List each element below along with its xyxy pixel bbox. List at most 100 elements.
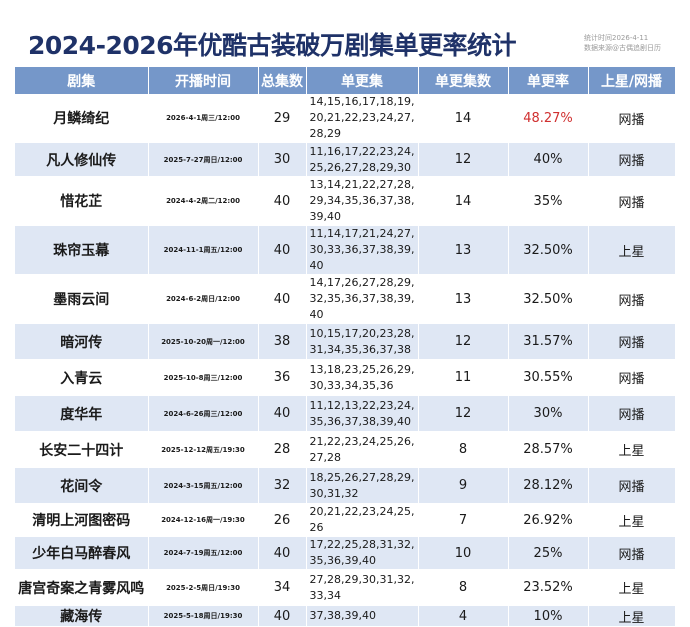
air-date: 2024-7-19周五/12:00 bbox=[148, 536, 259, 570]
platform: 网播 bbox=[588, 395, 676, 432]
header-cell: 上星/网播 bbox=[588, 67, 676, 94]
single-update-count: 7 bbox=[418, 503, 509, 537]
platform: 网播 bbox=[588, 274, 676, 324]
series-name: 珠帘玉幕 bbox=[15, 225, 149, 275]
series-name: 藏海传 bbox=[15, 605, 149, 627]
single-update-episodes: 37,38,39,40 bbox=[306, 605, 419, 627]
table-row: 唐宫奇案之青雾风鸣 2025-2-5周日/19:30 34 27,28,29,30,3… bbox=[15, 569, 676, 606]
header-cell: 开播时间 bbox=[148, 67, 259, 94]
series-name: 惜花芷 bbox=[15, 176, 149, 226]
single-update-episodes: 11,16,17,22,23,24,25,26,27,28,29,30 bbox=[306, 142, 419, 177]
table-row: 暗河传 2025-10-20周一/12:00 38 10,15,17,20,23,28… bbox=[15, 323, 676, 360]
meta-note: 统计时间2026-4-11 数据来源@古偶追剧日历 bbox=[584, 33, 661, 53]
series-name: 入青云 bbox=[15, 359, 149, 396]
stats-table: 剧集 开播时间 总集数 单更集 单更集数 单更率 上星/网播 月鳞绮纪 2026-… bbox=[15, 67, 676, 627]
total-episodes: 36 bbox=[258, 359, 307, 396]
single-update-episodes: 11,14,17,21,24,27,30,33,36,37,38,39,40 bbox=[306, 225, 419, 275]
total-episodes: 40 bbox=[258, 176, 307, 226]
single-update-episodes: 17,22,25,28,31,32,35,36,39,40 bbox=[306, 536, 419, 570]
air-date: 2024-3-15周五/12:00 bbox=[148, 467, 259, 504]
single-update-count: 12 bbox=[418, 323, 509, 360]
header-cell: 单更集数 bbox=[418, 67, 509, 94]
platform: 网播 bbox=[588, 142, 676, 177]
table-row: 长安二十四计 2025-12-12周五/19:30 28 21,22,23,24,25… bbox=[15, 431, 676, 468]
header-row: 剧集 开播时间 总集数 单更集 单更集数 单更率 上星/网播 bbox=[15, 67, 676, 94]
series-name: 花间令 bbox=[15, 467, 149, 504]
table-row: 度华年 2024-6-26周三/12:00 40 11,12,13,22,23,24,… bbox=[15, 395, 676, 432]
single-update-count: 12 bbox=[418, 395, 509, 432]
single-update-episodes: 27,28,29,30,31,32,33,34 bbox=[306, 569, 419, 606]
platform: 上星 bbox=[588, 225, 676, 275]
table-row: 入青云 2025-10-8周三/12:00 36 13,18,23,25,26,29,… bbox=[15, 359, 676, 396]
table-row: 月鳞绮纪 2026-4-1周三/12:00 29 14,15,16,17,18,19,… bbox=[15, 94, 676, 143]
stat-time: 统计时间2026-4-11 bbox=[584, 34, 649, 42]
total-episodes: 30 bbox=[258, 142, 307, 177]
series-name: 长安二十四计 bbox=[15, 431, 149, 468]
air-date: 2025-5-18周日/19:30 bbox=[148, 605, 259, 627]
platform: 上星 bbox=[588, 503, 676, 537]
single-update-count: 13 bbox=[418, 225, 509, 275]
series-name: 度华年 bbox=[15, 395, 149, 432]
platform: 上星 bbox=[588, 569, 676, 606]
single-update-rate: 31.57% bbox=[508, 323, 589, 360]
single-update-count: 9 bbox=[418, 467, 509, 504]
single-update-episodes: 18,25,26,27,28,29,30,31,32 bbox=[306, 467, 419, 504]
single-update-episodes: 13,18,23,25,26,29,30,33,34,35,36 bbox=[306, 359, 419, 396]
header-cell: 单更率 bbox=[508, 67, 589, 94]
single-update-episodes: 10,15,17,20,23,28,31,34,35,36,37,38 bbox=[306, 323, 419, 360]
page-title: 2024-2026年优酷古装破万剧集单更率统计 bbox=[28, 31, 517, 60]
air-date: 2024-12-16周一/19:30 bbox=[148, 503, 259, 537]
header-cell: 单更集 bbox=[306, 67, 419, 94]
platform: 网播 bbox=[588, 467, 676, 504]
table-row: 少年白马醉春风 2024-7-19周五/12:00 40 17,22,25,28,31… bbox=[15, 536, 676, 570]
platform: 网播 bbox=[588, 323, 676, 360]
total-episodes: 40 bbox=[258, 395, 307, 432]
total-episodes: 26 bbox=[258, 503, 307, 537]
air-date: 2025-10-20周一/12:00 bbox=[148, 323, 259, 360]
single-update-rate: 10% bbox=[508, 605, 589, 627]
series-name: 清明上河图密码 bbox=[15, 503, 149, 537]
series-name: 月鳞绮纪 bbox=[15, 94, 149, 143]
single-update-rate: 32.50% bbox=[508, 225, 589, 275]
platform: 网播 bbox=[588, 94, 676, 143]
single-update-rate: 28.12% bbox=[508, 467, 589, 504]
air-date: 2025-7-27周日/12:00 bbox=[148, 142, 259, 177]
total-episodes: 38 bbox=[258, 323, 307, 360]
single-update-rate: 30% bbox=[508, 395, 589, 432]
table-row: 珠帘玉幕 2024-11-1周五/12:00 40 11,14,17,21,24,27… bbox=[15, 225, 676, 275]
single-update-rate: 32.50% bbox=[508, 274, 589, 324]
single-update-count: 8 bbox=[418, 569, 509, 606]
air-date: 2024-6-26周三/12:00 bbox=[148, 395, 259, 432]
total-episodes: 40 bbox=[258, 605, 307, 627]
single-update-rate: 35% bbox=[508, 176, 589, 226]
single-update-episodes: 11,12,13,22,23,24,35,36,37,38,39,40 bbox=[306, 395, 419, 432]
single-update-rate: 28.57% bbox=[508, 431, 589, 468]
single-update-episodes: 14,15,16,17,18,19,20,21,22,23,24,27,28,2… bbox=[306, 94, 419, 143]
platform: 网播 bbox=[588, 536, 676, 570]
single-update-episodes: 20,21,22,23,24,25,26 bbox=[306, 503, 419, 537]
air-date: 2025-2-5周日/19:30 bbox=[148, 569, 259, 606]
single-update-count: 4 bbox=[418, 605, 509, 627]
air-date: 2025-10-8周三/12:00 bbox=[148, 359, 259, 396]
total-episodes: 28 bbox=[258, 431, 307, 468]
single-update-episodes: 14,17,26,27,28,29,32,35,36,37,38,39,40 bbox=[306, 274, 419, 324]
total-episodes: 40 bbox=[258, 225, 307, 275]
air-date: 2024-4-2周二/12:00 bbox=[148, 176, 259, 226]
single-update-count: 8 bbox=[418, 431, 509, 468]
series-name: 墨雨云间 bbox=[15, 274, 149, 324]
header-cell: 总集数 bbox=[258, 67, 307, 94]
single-update-rate: 25% bbox=[508, 536, 589, 570]
single-update-count: 13 bbox=[418, 274, 509, 324]
header-cell: 剧集 bbox=[15, 67, 149, 94]
series-name: 唐宫奇案之青雾风鸣 bbox=[15, 569, 149, 606]
total-episodes: 32 bbox=[258, 467, 307, 504]
air-date: 2026-4-1周三/12:00 bbox=[148, 94, 259, 143]
air-date: 2025-12-12周五/19:30 bbox=[148, 431, 259, 468]
table-row: 墨雨云间 2024-6-2周日/12:00 40 14,17,26,27,28,29,… bbox=[15, 274, 676, 324]
single-update-episodes: 13,14,21,22,27,28,29,34,35,36,37,38,39,4… bbox=[306, 176, 419, 226]
single-update-count: 12 bbox=[418, 142, 509, 177]
single-update-rate: 26.92% bbox=[508, 503, 589, 537]
table-row: 藏海传 2025-5-18周日/19:30 40 37,38,39,40 4 10% 上星 bbox=[15, 605, 676, 627]
platform: 网播 bbox=[588, 176, 676, 226]
table-body: 月鳞绮纪 2026-4-1周三/12:00 29 14,15,16,17,18,19,… bbox=[15, 94, 676, 627]
